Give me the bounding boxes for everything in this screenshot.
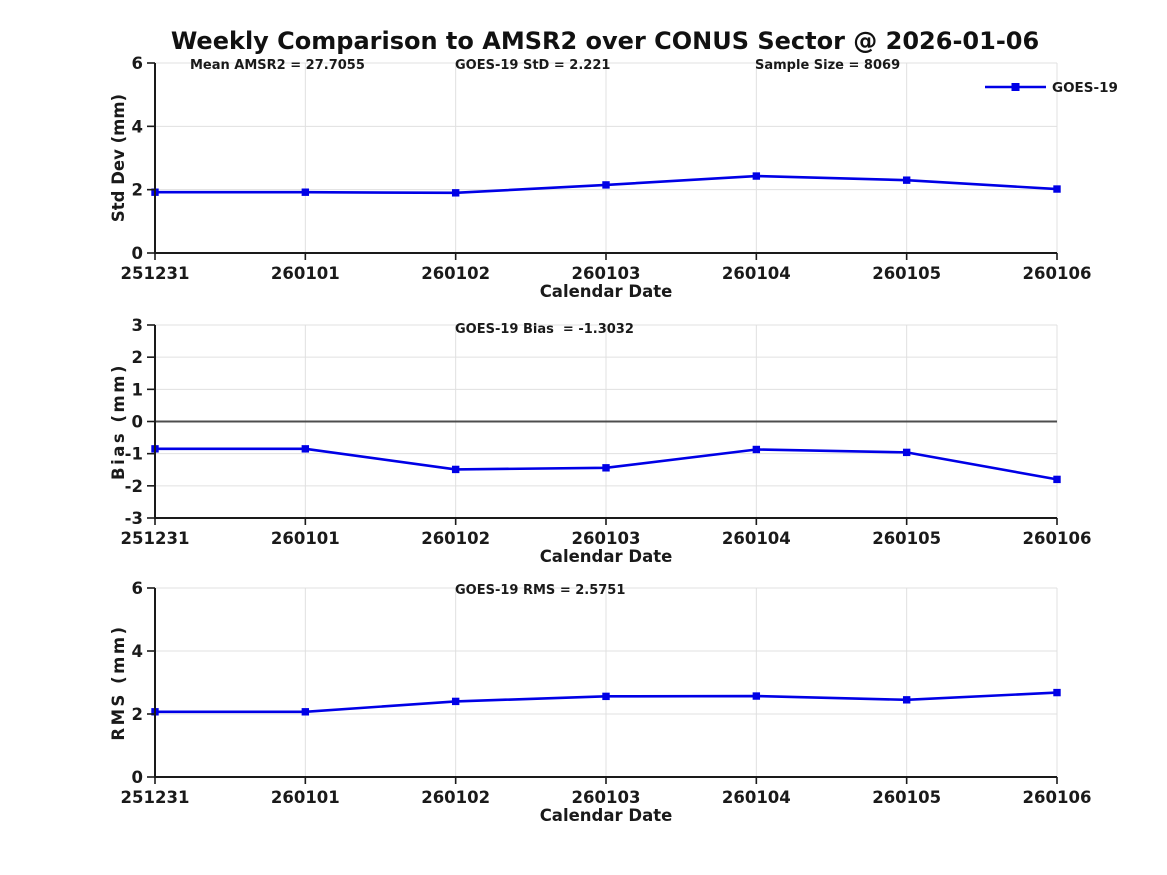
x-tick-label: 251231 — [121, 788, 190, 807]
annotation-text: Mean AMSR2 = 27.7055 — [190, 58, 365, 73]
y-axis-label: Std Dev (mm) — [109, 94, 128, 222]
y-tick-label: -3 — [125, 509, 143, 528]
y-tick-label: 4 — [132, 642, 143, 661]
data-point-marker — [451, 697, 460, 706]
y-tick-label: 3 — [132, 316, 143, 335]
data-point-marker — [602, 692, 610, 701]
x-tick-label: 260106 — [1023, 264, 1092, 283]
plot-std-dev: 251231 260101 260102 260103 260104 260105 2601… — [109, 54, 1118, 301]
x-tick-label: 260101 — [271, 529, 340, 548]
data-point-marker — [301, 708, 310, 716]
legend: GOES-19 — [985, 80, 1118, 96]
x-tick-label: 260106 — [1023, 529, 1092, 548]
data-point-marker — [602, 181, 610, 189]
data-point-marker — [902, 176, 911, 184]
y-tick-label: 6 — [132, 579, 143, 598]
x-tick-label: 260104 — [722, 264, 791, 283]
x-axis-label: Calendar Date — [540, 806, 673, 825]
x-tick-label: 260101 — [271, 264, 340, 283]
data-point-marker — [752, 172, 761, 180]
data-point-marker — [1053, 185, 1061, 193]
plot-rms: 251231 260101 260102 260103 260104 260105 2601… — [109, 579, 1091, 825]
x-axis-label: Calendar Date — [540, 547, 673, 566]
x-tick-label: 260102 — [421, 264, 490, 283]
data-point-marker — [1053, 475, 1061, 484]
y-tick-label: 0 — [132, 768, 143, 787]
data-point-marker — [301, 445, 310, 453]
legend-marker-sample — [1011, 83, 1020, 91]
data-point-marker — [451, 465, 460, 474]
data-point-marker — [451, 189, 460, 197]
x-tick-label: 260106 — [1023, 788, 1092, 807]
annotation-text: GOES-19 StD = 2.221 — [455, 58, 610, 73]
data-point-marker — [301, 188, 310, 196]
y-tick-label: -1 — [125, 445, 143, 464]
annotation-text: GOES-19 RMS = 2.5751 — [455, 583, 625, 598]
x-tick-label: 251231 — [121, 264, 190, 283]
y-axis-label: RMS (mm) — [109, 624, 128, 740]
y-tick-label: 2 — [132, 181, 143, 200]
x-tick-label: 260105 — [872, 788, 941, 807]
y-tick-label: 6 — [132, 54, 143, 73]
data-point-marker — [752, 445, 761, 454]
x-tick-label: 260104 — [722, 788, 791, 807]
y-tick-label: 4 — [132, 117, 143, 136]
legend-label: GOES-19 — [1052, 80, 1118, 96]
x-tick-label: 260101 — [271, 788, 340, 807]
x-tick-label: 260102 — [421, 529, 490, 548]
x-tick-label: 251231 — [121, 529, 190, 548]
x-tick-label: 260103 — [572, 529, 641, 548]
y-tick-label: 0 — [132, 244, 143, 263]
x-tick-label: 260103 — [572, 264, 641, 283]
x-tick-label: 260104 — [722, 529, 791, 548]
y-tick-label: -2 — [125, 477, 143, 496]
y-tick-label: 0 — [132, 413, 143, 432]
y-axis-label: Bias (mm) — [109, 363, 128, 480]
x-tick-label: 260105 — [872, 264, 941, 283]
data-point-marker — [602, 464, 610, 472]
annotation-text: GOES-19 Bias = -1.3032 — [455, 322, 634, 337]
data-point-marker — [1053, 688, 1061, 697]
x-tick-label: 260105 — [872, 529, 941, 548]
figure-title: Weekly Comparison to AMSR2 over CONUS Se… — [170, 27, 1040, 55]
y-tick-label: 2 — [132, 705, 143, 724]
data-point-marker — [902, 696, 911, 704]
x-axis-label: Calendar Date — [540, 282, 673, 301]
x-tick-label: 260103 — [572, 788, 641, 807]
x-tick-label: 260102 — [421, 788, 490, 807]
data-point-marker — [752, 692, 761, 700]
y-tick-label: 1 — [132, 380, 143, 399]
plot-bias: 251231 260101 260102 260103 260104 260105 2601… — [109, 316, 1091, 566]
data-point-marker — [902, 448, 911, 457]
y-tick-label: 2 — [132, 348, 143, 367]
annotation-text: Sample Size = 8069 — [755, 58, 900, 73]
